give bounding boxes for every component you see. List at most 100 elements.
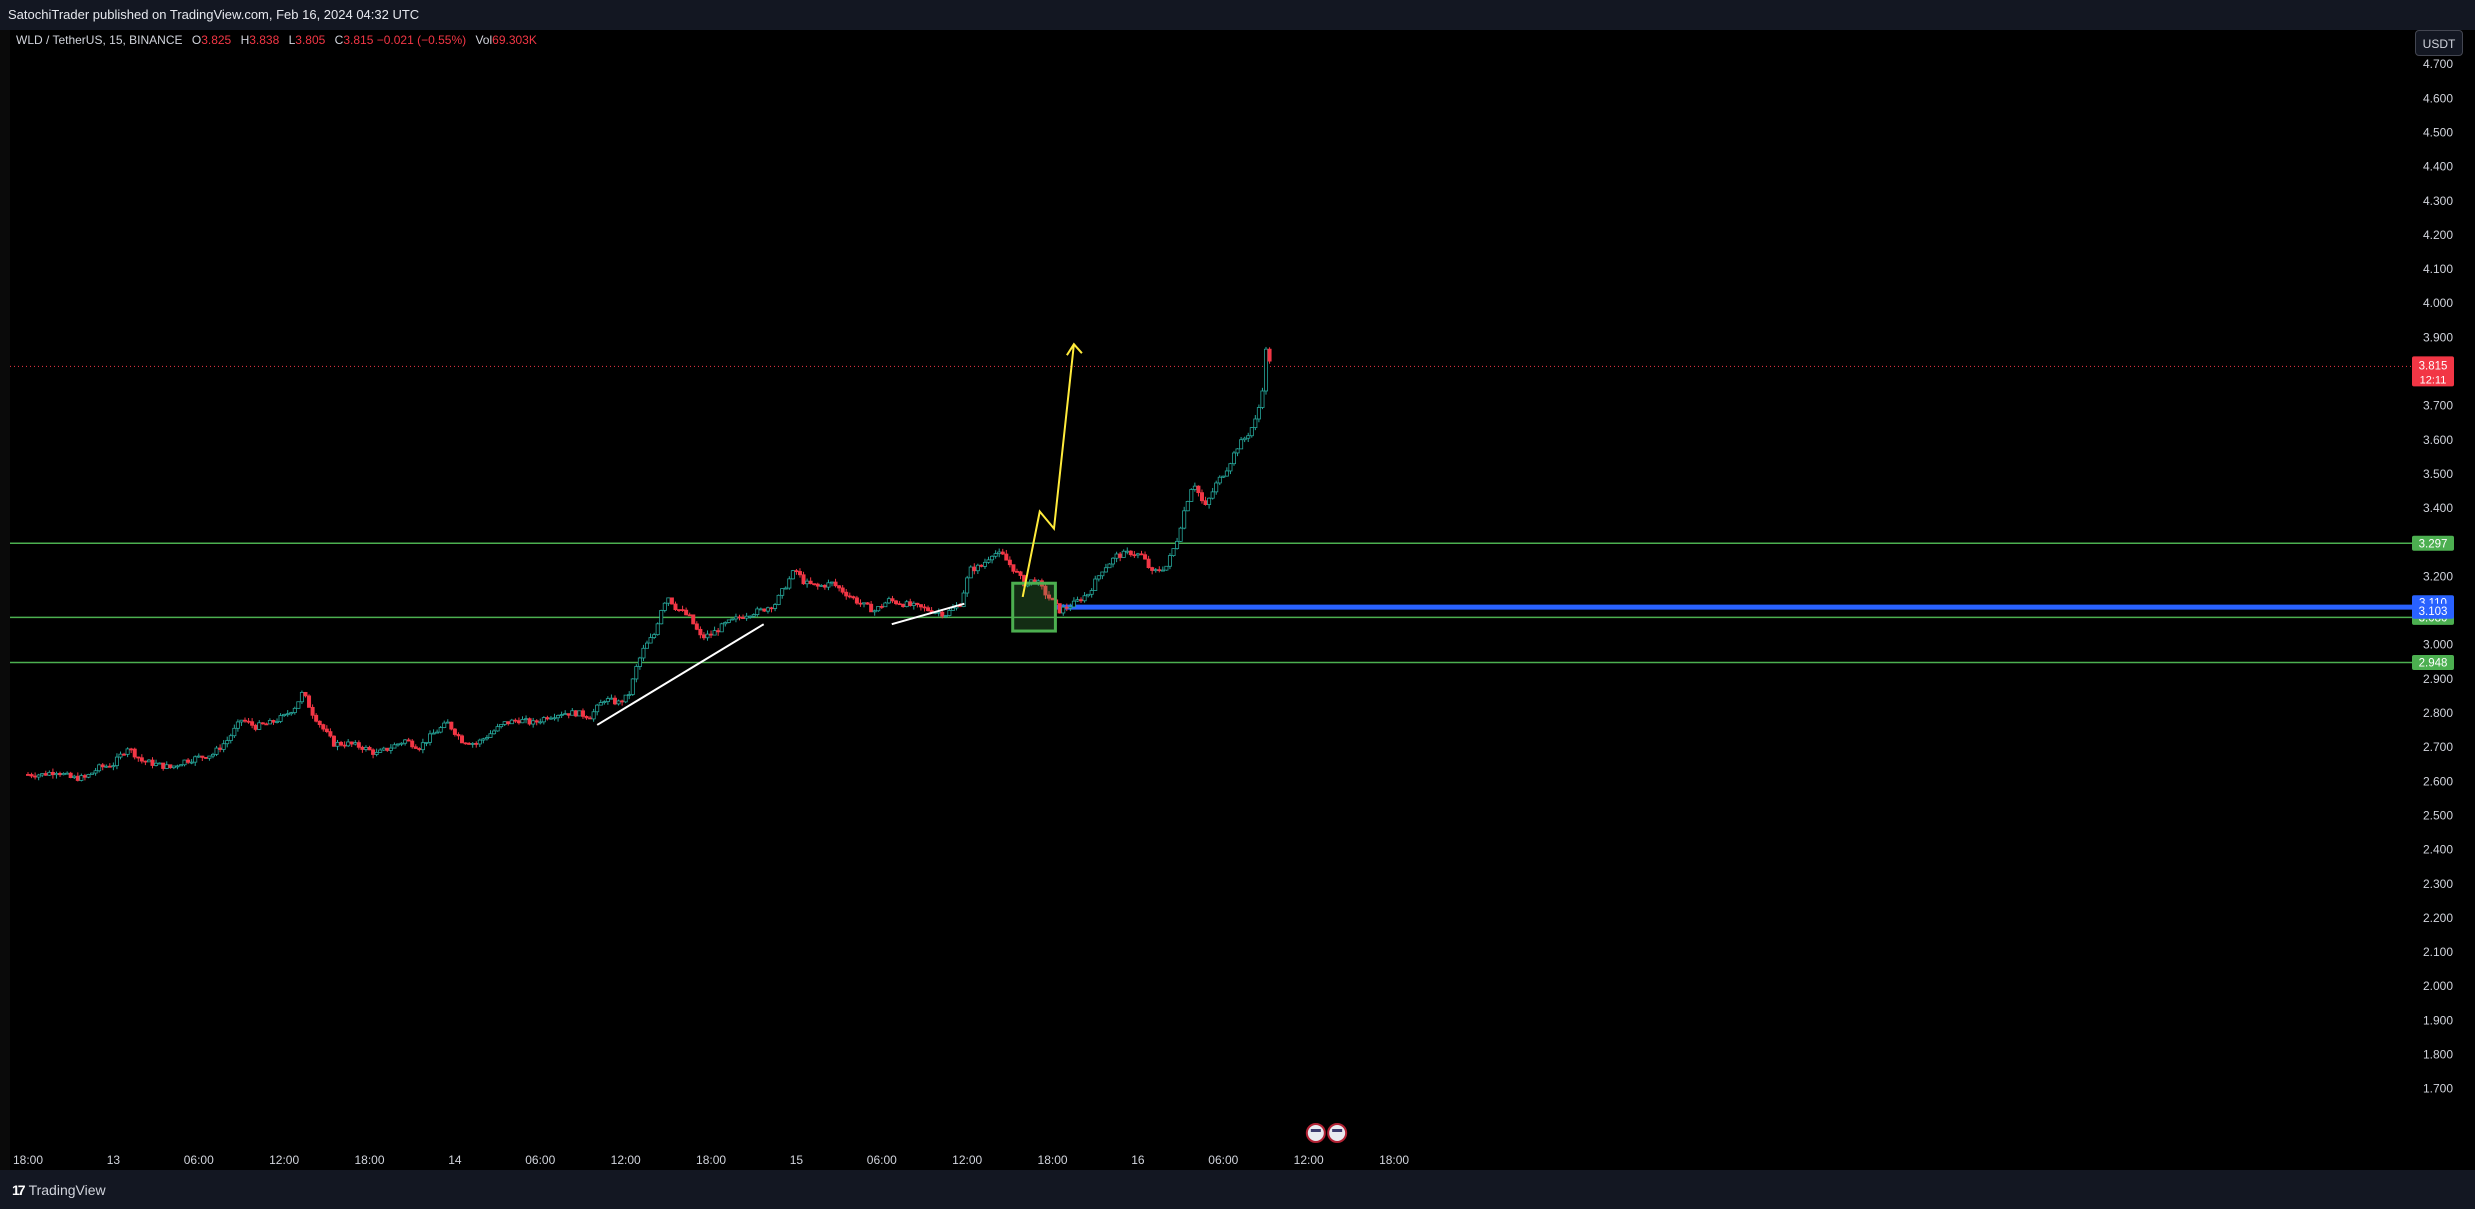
candle-up [54, 772, 59, 776]
candle-up [787, 578, 792, 589]
price-tick-label: 4.100 [2423, 262, 2453, 276]
candle-up [299, 691, 304, 703]
candle-down [584, 715, 589, 719]
candle-up [495, 726, 500, 732]
candle-down [452, 728, 457, 735]
candle-down [709, 633, 714, 636]
chart-pane[interactable] [10, 30, 2423, 1170]
currency-button[interactable]: USDT [2415, 30, 2463, 56]
candle-down [253, 724, 258, 730]
candle-up [538, 721, 543, 724]
candle-up [388, 747, 393, 751]
candle-up [541, 717, 546, 723]
candle-up [1086, 593, 1091, 597]
level-badge-label: 2.948 [2419, 657, 2448, 669]
price-tick-label: 3.900 [2423, 330, 2453, 344]
candle-up [1264, 348, 1269, 392]
candle-up [118, 753, 123, 758]
candle-down [854, 597, 859, 604]
candle-up [965, 577, 970, 594]
price-tick-label: 2.600 [2423, 774, 2453, 788]
candle-down [136, 756, 141, 759]
price-tick-label: 1.700 [2423, 1082, 2453, 1096]
candle-up [442, 722, 447, 728]
candle-down [588, 717, 593, 720]
candle-up [1153, 569, 1158, 572]
candle-up [182, 759, 187, 766]
candle-up [509, 719, 514, 725]
candle-down [360, 746, 365, 750]
candle-up [751, 614, 756, 617]
candle-down [513, 719, 518, 722]
price-tick-label: 2.100 [2423, 945, 2453, 959]
candle-down [406, 739, 411, 742]
candle-down [200, 755, 205, 758]
candle-down [620, 700, 625, 703]
candle-down [1011, 564, 1016, 572]
price-tick-label: 2.500 [2423, 808, 2453, 822]
candle-up [1249, 427, 1254, 437]
candle-down [260, 722, 265, 725]
candle-up [335, 741, 340, 747]
price-tick-label: 2.300 [2423, 877, 2453, 891]
candle-up [773, 604, 778, 609]
candle-up [225, 740, 230, 745]
candle-down [940, 611, 945, 617]
candle-down [506, 721, 511, 725]
candle-up [819, 584, 824, 587]
candle-up [577, 710, 582, 717]
candle-up [1114, 553, 1119, 559]
price-tick-label: 1.900 [2423, 1013, 2453, 1027]
candle-up [637, 657, 642, 667]
candle-up [257, 722, 262, 730]
candle-down [324, 728, 329, 732]
symbol-title: WLD / TetherUS, 15, BINANCE [16, 33, 183, 47]
candle-down [82, 775, 87, 778]
candle-up [178, 764, 183, 767]
candle-up [374, 752, 379, 755]
candle-up [1103, 567, 1108, 573]
time-tick-label: 12:00 [1294, 1153, 1324, 1167]
candle-down [328, 731, 333, 737]
candle-up [285, 713, 290, 716]
candle-up [1082, 595, 1087, 602]
candle-up [975, 564, 980, 572]
candle-up [114, 756, 119, 767]
candle-down [449, 721, 454, 730]
last-price-badge [2412, 356, 2454, 387]
candle-up [659, 610, 664, 625]
candle-up [904, 601, 909, 608]
candle-down [979, 564, 984, 567]
candle-up [911, 602, 916, 606]
candle-up [630, 678, 635, 695]
candle-up [666, 597, 671, 604]
candle-up [214, 747, 219, 755]
candle-up [484, 737, 489, 740]
candle-up [445, 721, 450, 724]
candle-down [246, 720, 251, 723]
candle-down [1196, 485, 1201, 494]
candle-up [275, 721, 280, 723]
candle-up [492, 730, 497, 735]
candle-up [719, 623, 724, 633]
blue-level-badge-label: 3.103 [2419, 606, 2448, 618]
tradingview-brand[interactable]: 17 TradingView [12, 1182, 106, 1198]
candle-down [1018, 571, 1023, 576]
candle-down [1157, 569, 1162, 572]
candle-up [623, 694, 628, 703]
level-badge [2412, 654, 2454, 670]
candle-up [104, 765, 109, 768]
candle-down [1267, 348, 1272, 362]
candle-up [1107, 563, 1112, 569]
symbol-legend[interactable]: WLD / TetherUS, 15, BINANCE O3.825 H3.83… [16, 33, 537, 47]
time-tick-labels: 18:00 13 06:00 12:00 18:00 14 06:00 12:00 18:00 1… [13, 1153, 1409, 1167]
candle-up [154, 762, 159, 766]
candle-up [783, 587, 788, 590]
candle-down [1118, 553, 1123, 558]
candle-up [427, 733, 432, 743]
candle-up [990, 555, 995, 561]
candle-down [1064, 606, 1069, 609]
price-tick-label: 4.000 [2423, 296, 2453, 310]
open-value: 3.825 [201, 33, 232, 47]
